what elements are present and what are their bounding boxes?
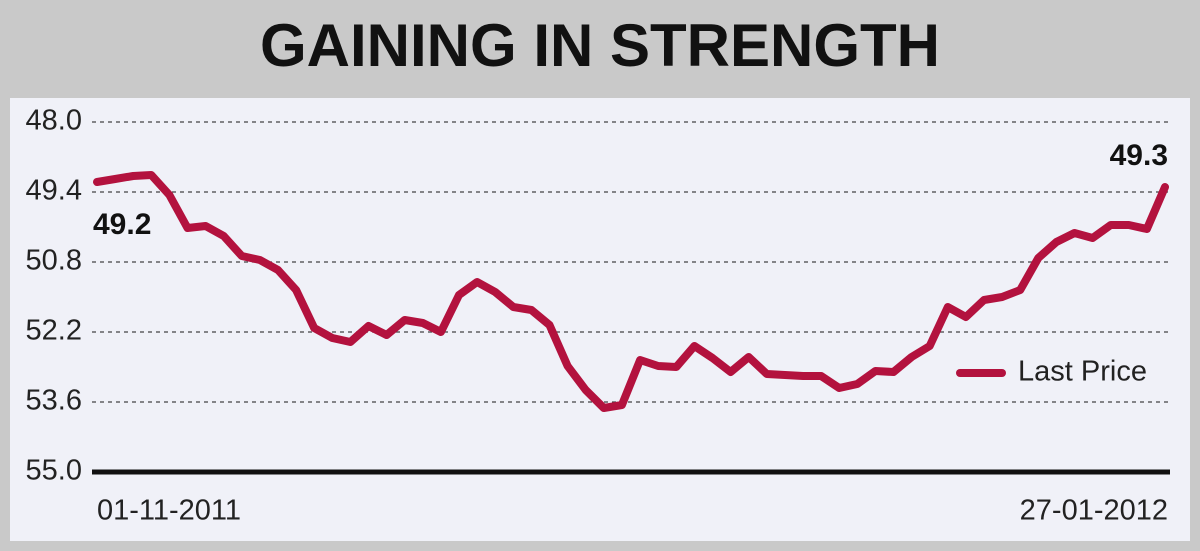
x-tick-label: 01-11-2011 xyxy=(97,495,241,527)
y-tick-label: 48.0 xyxy=(26,105,82,137)
y-tick-label: 55.0 xyxy=(26,455,82,487)
price-line xyxy=(93,171,1169,412)
y-tick-label: 52.2 xyxy=(26,315,82,347)
y-tick-label: 53.6 xyxy=(26,385,82,417)
y-tick-label: 50.8 xyxy=(26,245,82,277)
chart-title: GAINING IN STRENGTH xyxy=(260,12,940,79)
x-tick-label: 27-01-2012 xyxy=(1020,495,1168,527)
data-label: 49.3 xyxy=(1110,139,1168,172)
data-label: 49.2 xyxy=(93,208,151,241)
plot-panel xyxy=(10,98,1190,541)
legend-label: Last Price xyxy=(1018,356,1147,388)
y-tick-label: 49.4 xyxy=(26,175,82,207)
